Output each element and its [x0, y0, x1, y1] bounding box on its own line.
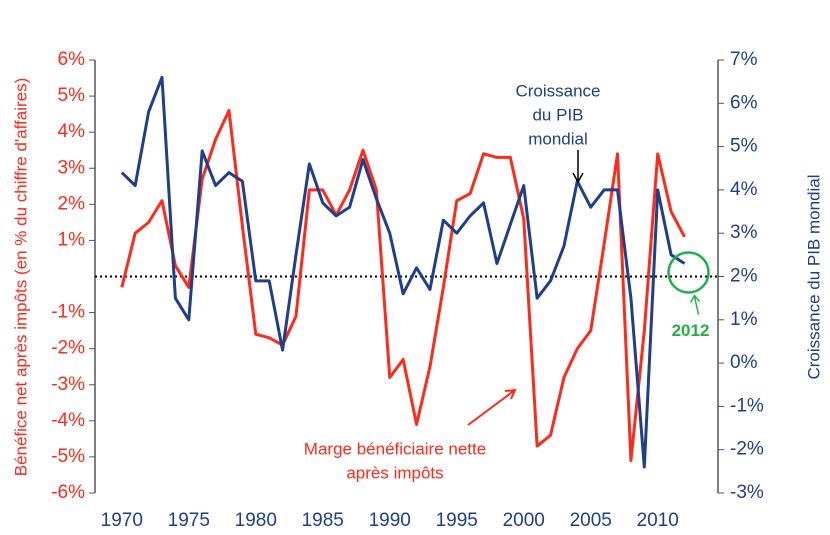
y-tick-label: 4%	[58, 121, 86, 142]
annotation: du PIB	[532, 105, 583, 124]
y2-tick-label: 6%	[730, 92, 758, 113]
y2-tick-label: 0%	[730, 352, 758, 373]
x-tick-label: 2010	[637, 510, 679, 531]
annotation: mondial	[528, 129, 588, 148]
annotation-arrow	[572, 150, 584, 184]
y-tick-label: 5%	[58, 85, 86, 106]
y2-tick-label: 5%	[730, 136, 758, 157]
y-tick-label: -3%	[51, 374, 85, 395]
y2-tick-label: 4%	[730, 179, 758, 200]
x-tick-label: 1980	[235, 510, 277, 531]
y-tick-label: -1%	[51, 302, 85, 323]
annotation: après impôts	[346, 463, 443, 482]
x-tick-label: 1970	[101, 510, 143, 531]
y-tick-label: -5%	[51, 446, 85, 467]
y-tick-label: 3%	[58, 157, 86, 178]
series-line	[120, 109, 686, 463]
y-tick-label: -6%	[51, 482, 85, 503]
x-tick-label: 1990	[369, 510, 411, 531]
series-line	[120, 75, 686, 469]
y-axis-title: Bénéfice net après impôts (en % du chiff…	[11, 78, 30, 477]
y2-tick-label: 7%	[730, 49, 758, 70]
y2-tick-label: 1%	[730, 309, 758, 330]
x-tick-label: 1995	[436, 510, 478, 531]
y2-tick-label: -3%	[730, 482, 764, 503]
y-tick-label: -4%	[51, 410, 85, 431]
y2-tick-label: -1%	[730, 395, 764, 416]
y-tick-label: 2%	[58, 193, 86, 214]
y-tick-label: -2%	[51, 338, 85, 359]
annotation: Croissance	[515, 81, 600, 100]
y2-tick-label: 2%	[730, 266, 758, 287]
y2-tick-label: 3%	[730, 222, 758, 243]
x-tick-label: 2000	[503, 510, 545, 531]
annotation-arrow	[689, 294, 701, 315]
y2-axis-title: Croissance du PIB mondial	[804, 174, 823, 379]
annotation: 2012	[672, 321, 710, 340]
y-tick-label: 1%	[58, 229, 86, 250]
annotation-arrow	[467, 388, 517, 426]
y-tick-label: 6%	[58, 49, 86, 70]
x-tick-label: 1975	[168, 510, 210, 531]
x-tick-label: 1985	[302, 510, 344, 531]
highlight-circle	[667, 251, 710, 294]
y2-tick-label: -2%	[730, 439, 764, 460]
annotation: Marge bénéficiaire nette	[304, 439, 486, 458]
x-tick-label: 2005	[570, 510, 612, 531]
